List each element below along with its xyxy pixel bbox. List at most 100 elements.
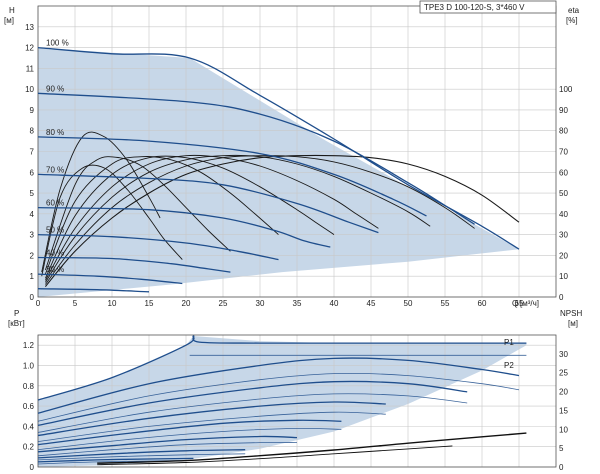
p1-curve bbox=[37, 419, 342, 446]
y-axis-unit: [кВт] bbox=[8, 319, 25, 328]
efficiency-curve bbox=[45, 154, 379, 281]
y-tick-label: 0.8 bbox=[23, 382, 35, 391]
y2-tick-label: 0 bbox=[559, 463, 564, 472]
x-tick-label: 5 bbox=[73, 299, 78, 308]
series-label-p1: P1 bbox=[504, 338, 514, 347]
speed-label: 80 % bbox=[46, 128, 64, 137]
x-axis-unit: [м³/ч] bbox=[520, 299, 539, 308]
efficiency-curve bbox=[45, 155, 475, 285]
y-axis-label: P bbox=[14, 309, 19, 318]
x-tick-label: 25 bbox=[219, 299, 228, 308]
speed-curve bbox=[37, 136, 427, 217]
p1-curve bbox=[37, 449, 246, 459]
x-tick-label: 45 bbox=[367, 299, 376, 308]
efficiency-curve bbox=[41, 131, 161, 273]
y-tick-label: 10 bbox=[25, 85, 34, 94]
speed-label: 30 % bbox=[46, 265, 64, 274]
npsh-curve bbox=[97, 432, 527, 464]
y-tick-label: 9 bbox=[30, 106, 35, 115]
x-tick-label: 35 bbox=[293, 299, 302, 308]
efficiency-curve bbox=[41, 164, 183, 277]
head-efficiency-panel: 100 %90 %80 %70 %60 %50 %40 %30 %0 5 10 15 2… bbox=[4, 0, 580, 308]
speed-curve bbox=[37, 288, 150, 293]
p1-curve bbox=[37, 357, 520, 414]
x-tick-label: 40 bbox=[330, 299, 339, 308]
y2-tick-label: 20 bbox=[559, 388, 568, 397]
p1-curve bbox=[37, 401, 386, 437]
power-range-area bbox=[38, 336, 527, 467]
y2-tick-label: 20 bbox=[559, 251, 568, 260]
speed-curve bbox=[37, 46, 520, 250]
speed-curve bbox=[37, 173, 379, 234]
p2-curve bbox=[37, 372, 520, 422]
efficiency-curve bbox=[44, 156, 279, 275]
x-tick-label: 55 bbox=[441, 299, 450, 308]
x-axis-label: Q bbox=[512, 299, 518, 308]
speed-label: 70 % bbox=[46, 165, 64, 174]
y-tick-label: 6 bbox=[30, 168, 35, 177]
x-tick-label: 30 bbox=[256, 299, 265, 308]
y-tick-label: 8 bbox=[30, 127, 35, 136]
x-tick-label: 50 bbox=[404, 299, 413, 308]
y2-axis-unit: [%] bbox=[566, 16, 578, 25]
y-tick-label: 0.4 bbox=[23, 422, 35, 431]
y-tick-label: 12 bbox=[25, 44, 34, 53]
speed-label: 60 % bbox=[46, 199, 64, 208]
speed-curve bbox=[37, 256, 231, 273]
chart-title: TPE3 D 100-120-S, 3*460 V bbox=[424, 3, 525, 12]
y2-tick-label: 50 bbox=[559, 189, 568, 198]
y-tick-label: 0.2 bbox=[23, 443, 35, 452]
efficiency-curve bbox=[44, 155, 335, 279]
plot-frame bbox=[37, 5, 557, 298]
p1-curve bbox=[37, 380, 468, 427]
p2-curve bbox=[37, 442, 298, 457]
efficiency-curve bbox=[44, 154, 520, 287]
y2-tick-label: 10 bbox=[559, 272, 568, 281]
y2-tick-label: 5 bbox=[559, 444, 564, 453]
plot-frame bbox=[37, 334, 557, 468]
y-tick-label: 0.6 bbox=[23, 402, 35, 411]
p1-curve bbox=[37, 457, 194, 463]
speed-curve bbox=[37, 92, 475, 225]
y-tick-label: 11 bbox=[26, 64, 35, 73]
y2-tick-label: 80 bbox=[559, 127, 568, 136]
y2-tick-label: 60 bbox=[559, 168, 568, 177]
y2-axis-label: NPSH bbox=[560, 309, 582, 318]
y-tick-label: 5 bbox=[30, 189, 35, 198]
x-tick-label: 15 bbox=[145, 299, 154, 308]
speed-curve bbox=[37, 233, 279, 261]
p1-curve bbox=[37, 335, 527, 401]
y-tick-label: 1.0 bbox=[23, 361, 35, 370]
y2-axis-label: eta bbox=[568, 6, 580, 15]
y-axis-label: H bbox=[9, 6, 15, 15]
y-tick-label: 2 bbox=[30, 251, 35, 260]
y2-tick-label: 100 bbox=[559, 85, 573, 94]
npsh-curve bbox=[97, 445, 453, 466]
p2-curve bbox=[37, 393, 468, 433]
power-npsh-panel: P1 P2 0 0.2 0.4 0.6 0.8 1.0 1.2 0 5 10 15 20 25 30 P[кВт… bbox=[8, 309, 582, 472]
y-tick-label: 7 bbox=[30, 148, 35, 157]
y2-tick-label: 10 bbox=[559, 425, 568, 434]
x-tick-label: 0 bbox=[36, 299, 41, 308]
p2-curve bbox=[37, 411, 386, 442]
y2-axis-unit: [м] bbox=[568, 319, 578, 328]
speed-label: 100 % bbox=[46, 39, 69, 48]
y2-tick-label: 30 bbox=[559, 231, 568, 240]
y2-tick-label: 0 bbox=[559, 293, 564, 302]
y-tick-label: 4 bbox=[30, 210, 35, 219]
y2-tick-label: 90 bbox=[559, 106, 568, 115]
y2-tick-label: 30 bbox=[559, 350, 568, 359]
x-tick-label: 60 bbox=[478, 299, 487, 308]
y2-tick-label: 25 bbox=[559, 369, 568, 378]
x-tick-label: 10 bbox=[108, 299, 117, 308]
series-label-p2: P2 bbox=[504, 361, 514, 370]
efficiency-curve bbox=[44, 156, 231, 271]
p2-curve bbox=[37, 427, 342, 451]
y2-tick-label: 15 bbox=[559, 406, 568, 415]
p2-curve bbox=[37, 453, 246, 461]
speed-label: 50 % bbox=[46, 226, 64, 235]
y-tick-label: 1.2 bbox=[23, 341, 35, 350]
y-tick-label: 1 bbox=[30, 272, 35, 281]
p1-curve bbox=[37, 435, 298, 453]
